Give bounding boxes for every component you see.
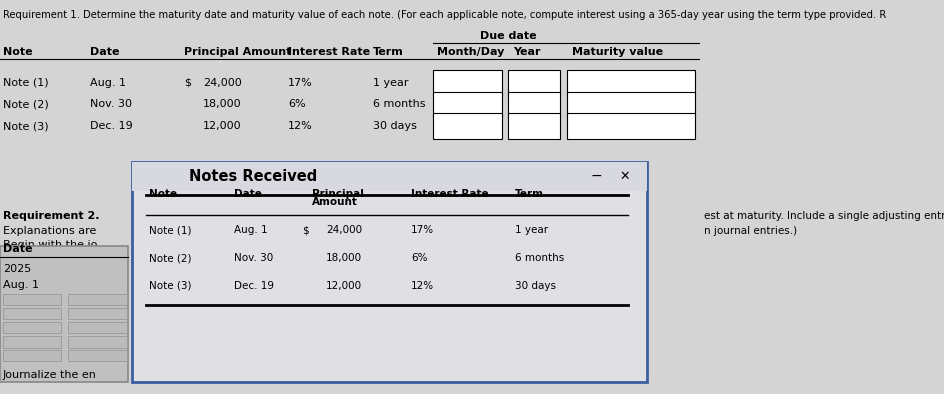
- FancyBboxPatch shape: [432, 91, 501, 117]
- Text: 6 months: 6 months: [373, 99, 426, 110]
- Text: Aug. 1: Aug. 1: [90, 78, 126, 88]
- Text: Aug. 1: Aug. 1: [234, 225, 268, 236]
- Text: 18,000: 18,000: [326, 253, 362, 263]
- Text: 24,000: 24,000: [203, 78, 242, 88]
- FancyBboxPatch shape: [3, 322, 61, 333]
- Text: 30 days: 30 days: [514, 281, 555, 291]
- Text: Nov. 30: Nov. 30: [234, 253, 274, 263]
- FancyBboxPatch shape: [68, 294, 126, 305]
- FancyBboxPatch shape: [68, 322, 126, 333]
- FancyBboxPatch shape: [432, 70, 501, 95]
- Text: Aug. 1: Aug. 1: [3, 280, 39, 290]
- Text: Date: Date: [90, 47, 119, 57]
- Text: Principal: Principal: [312, 189, 363, 199]
- FancyBboxPatch shape: [0, 246, 127, 382]
- Text: Interest Rate: Interest Rate: [411, 189, 488, 199]
- Text: Note (1): Note (1): [3, 78, 48, 88]
- Text: Interest Rate: Interest Rate: [288, 47, 370, 57]
- Text: 12%: 12%: [288, 121, 312, 131]
- Text: 30 days: 30 days: [373, 121, 416, 131]
- Text: ✕: ✕: [618, 170, 629, 183]
- Text: 12%: 12%: [411, 281, 433, 291]
- Text: Term: Term: [373, 47, 404, 57]
- Text: Term: Term: [514, 189, 544, 199]
- Text: Requirement 2.: Requirement 2.: [3, 211, 99, 221]
- Text: Note: Note: [3, 47, 32, 57]
- Text: Note (3): Note (3): [3, 121, 48, 131]
- Text: est at maturity. Include a single adjusting entry on Decembe: est at maturity. Include a single adjust…: [703, 211, 944, 221]
- Text: Requirement 1. Determine the maturity date and maturity value of each note. (For: Requirement 1. Determine the maturity da…: [3, 10, 885, 20]
- Text: 1 year: 1 year: [373, 78, 409, 88]
- Text: Year: Year: [513, 47, 540, 57]
- Text: 24,000: 24,000: [326, 225, 362, 236]
- FancyBboxPatch shape: [508, 113, 560, 139]
- Text: 12,000: 12,000: [326, 281, 362, 291]
- Text: Dec. 19: Dec. 19: [90, 121, 132, 131]
- Text: 6 months: 6 months: [514, 253, 564, 263]
- Text: 12,000: 12,000: [203, 121, 242, 131]
- Text: Explanations are: Explanations are: [3, 227, 96, 236]
- Text: 1 year: 1 year: [514, 225, 548, 236]
- Text: Nov. 30: Nov. 30: [90, 99, 131, 110]
- Text: 17%: 17%: [411, 225, 433, 236]
- FancyBboxPatch shape: [132, 162, 647, 191]
- Text: 6%: 6%: [411, 253, 427, 263]
- Text: Notes Received: Notes Received: [189, 169, 317, 184]
- Text: −: −: [590, 169, 601, 183]
- Text: Note (3): Note (3): [149, 281, 192, 291]
- Text: Begin with the jo: Begin with the jo: [3, 240, 97, 250]
- Text: 17%: 17%: [288, 78, 312, 88]
- Text: 2025: 2025: [3, 264, 31, 274]
- Text: Note (1): Note (1): [149, 225, 192, 236]
- Text: n journal entries.): n journal entries.): [703, 227, 797, 236]
- Text: $: $: [302, 225, 309, 236]
- FancyBboxPatch shape: [3, 308, 61, 319]
- FancyBboxPatch shape: [3, 294, 61, 305]
- Text: Note (2): Note (2): [3, 99, 48, 110]
- Text: Amount: Amount: [312, 197, 358, 207]
- Text: Dec. 19: Dec. 19: [234, 281, 274, 291]
- Text: 6%: 6%: [288, 99, 306, 110]
- Text: $: $: [184, 78, 191, 88]
- FancyBboxPatch shape: [566, 70, 694, 95]
- Text: Maturity value: Maturity value: [571, 47, 662, 57]
- Text: Due date: Due date: [480, 32, 536, 41]
- Text: Note: Note: [149, 189, 177, 199]
- FancyBboxPatch shape: [68, 350, 126, 361]
- FancyBboxPatch shape: [432, 113, 501, 139]
- FancyBboxPatch shape: [68, 336, 126, 348]
- Text: Note (2): Note (2): [149, 253, 192, 263]
- FancyBboxPatch shape: [3, 336, 61, 348]
- FancyBboxPatch shape: [68, 308, 126, 319]
- Text: Journalize the en: Journalize the en: [3, 370, 96, 380]
- FancyBboxPatch shape: [3, 350, 61, 361]
- FancyBboxPatch shape: [566, 91, 694, 117]
- FancyBboxPatch shape: [132, 162, 647, 382]
- FancyBboxPatch shape: [508, 91, 560, 117]
- Text: Date: Date: [234, 189, 261, 199]
- Text: 18,000: 18,000: [203, 99, 242, 110]
- FancyBboxPatch shape: [566, 113, 694, 139]
- Text: Date: Date: [3, 244, 32, 254]
- Text: Principal Amount: Principal Amount: [184, 47, 292, 57]
- Text: Month/Day: Month/Day: [436, 47, 503, 57]
- FancyBboxPatch shape: [508, 70, 560, 95]
